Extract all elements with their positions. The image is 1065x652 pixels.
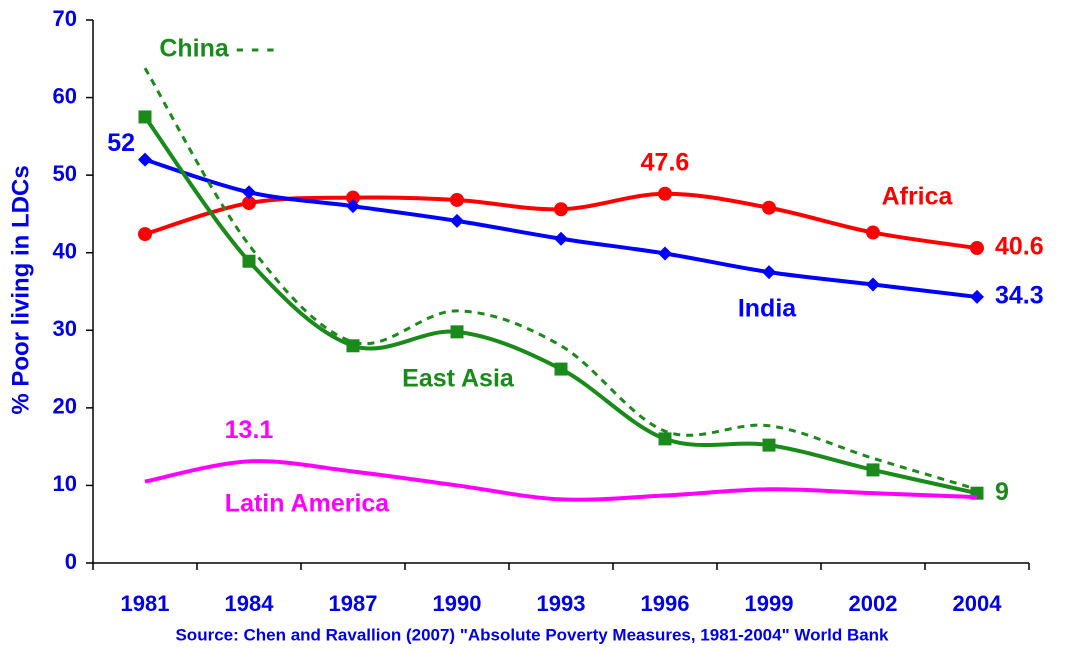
y-tick-label: 30	[53, 316, 77, 341]
series-name: China - - -	[159, 35, 274, 63]
data-label: 47.6	[641, 148, 690, 176]
y-tick-label: 40	[53, 239, 77, 264]
point	[554, 231, 568, 246]
series-name: India	[738, 295, 797, 323]
point	[658, 246, 672, 261]
series-name: Latin America	[225, 490, 391, 518]
point	[658, 186, 672, 201]
series-name: Africa	[882, 183, 954, 211]
point	[450, 213, 464, 228]
y-tick-label: 70	[53, 6, 77, 31]
point	[866, 463, 880, 477]
source-note: Source: Chen and Ravallion (2007) "Absol…	[175, 625, 889, 644]
point	[138, 152, 152, 167]
point	[346, 199, 360, 214]
point	[762, 265, 776, 280]
series-name: East Asia	[402, 365, 515, 393]
point	[762, 438, 776, 452]
x-tick-label: 1996	[641, 591, 690, 616]
point	[658, 432, 672, 446]
y-tick-label: 10	[53, 471, 77, 496]
point	[450, 325, 464, 339]
point	[138, 227, 152, 242]
y-tick-label: 20	[53, 394, 77, 419]
y-tick-label: 50	[53, 161, 77, 186]
point	[554, 202, 568, 217]
point	[762, 200, 776, 215]
x-tick-label: 1990	[433, 591, 482, 616]
x-tick-label: 2004	[953, 591, 1003, 616]
point	[346, 190, 360, 205]
x-tick-label: 2002	[849, 591, 898, 616]
point	[242, 254, 256, 268]
point	[554, 362, 568, 376]
y-axis-label: % Poor living in LDCs	[7, 165, 34, 414]
point	[138, 110, 152, 124]
point	[866, 225, 880, 240]
series-line	[144, 459, 978, 502]
x-tick-label: 1987	[329, 591, 378, 616]
point	[866, 277, 880, 292]
point	[242, 196, 256, 211]
point	[970, 241, 984, 256]
y-tick-label: 60	[53, 83, 77, 108]
data-label: 52	[107, 129, 135, 157]
x-tick-label: 1981	[121, 591, 170, 616]
point	[970, 289, 984, 304]
data-label: 9	[995, 478, 1009, 506]
x-tick-label: 1984	[225, 591, 275, 616]
data-label: 13.1	[225, 416, 274, 444]
series-line	[143, 67, 978, 491]
point	[242, 185, 256, 200]
x-tick-label: 1993	[537, 591, 586, 616]
x-tick-label: 1999	[745, 591, 794, 616]
point	[450, 192, 464, 207]
data-label: 40.6	[995, 233, 1044, 261]
y-tick-label: 0	[65, 549, 77, 574]
data-label: 34.3	[995, 282, 1044, 310]
